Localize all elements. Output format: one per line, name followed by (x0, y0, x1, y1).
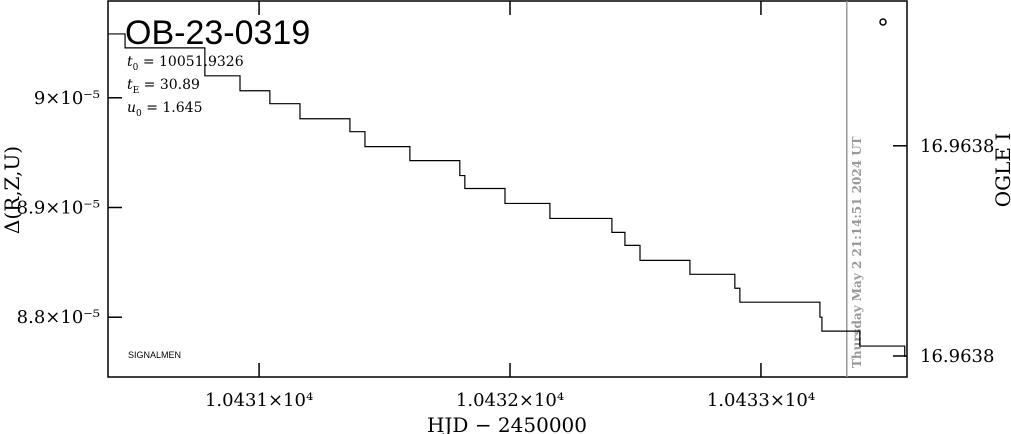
credit: SIGNALMEN (128, 350, 181, 360)
x-tick-label: 1.0432×10⁴ (456, 390, 564, 411)
parameter-symbol: t (127, 77, 133, 93)
marker-symbol (879, 18, 887, 26)
y-tick-label: 9×10⁻⁵ (34, 88, 100, 109)
now-label: Thursday May 2 21:14:51 2024 UT (850, 136, 864, 368)
x-tick-label: 1.0431×10⁴ (205, 390, 313, 411)
y-tick-label: 8.8×10⁻⁵ (17, 307, 100, 328)
parameter: tE = 30.89 (127, 77, 200, 96)
parameter-value: = 30.89 (139, 77, 200, 93)
parameter-symbol: t (127, 54, 133, 70)
y2-tick-label: 16.9638 (920, 346, 994, 367)
y-tick-label: 8.9×10⁻⁵ (17, 197, 100, 218)
y2-tick-label: 16.9638 (920, 136, 994, 157)
chart-title: OB-23-0319 (125, 14, 310, 52)
y2-axis-label: OGLE I (991, 133, 1011, 208)
parameter: u0 = 1.645 (127, 100, 202, 119)
parameter-subscript: E (133, 86, 140, 96)
parameter: t0 = 10051.9326 (127, 54, 244, 73)
plot-frame (107, 0, 908, 378)
parameter-value: = 1.645 (142, 100, 203, 116)
parameter-value: = 10051.9326 (138, 54, 243, 70)
y-axis-label: Δ(R,Z,U) (0, 146, 24, 234)
parameter-symbol: u (127, 100, 136, 116)
parameter-subscript: 0 (133, 63, 139, 73)
parameter-subscript: 0 (136, 109, 142, 119)
x-axis-label: HJD − 2450000 (427, 413, 587, 434)
light-curve (108, 33, 906, 358)
x-tick-label: 1.0433×10⁴ (707, 390, 815, 411)
